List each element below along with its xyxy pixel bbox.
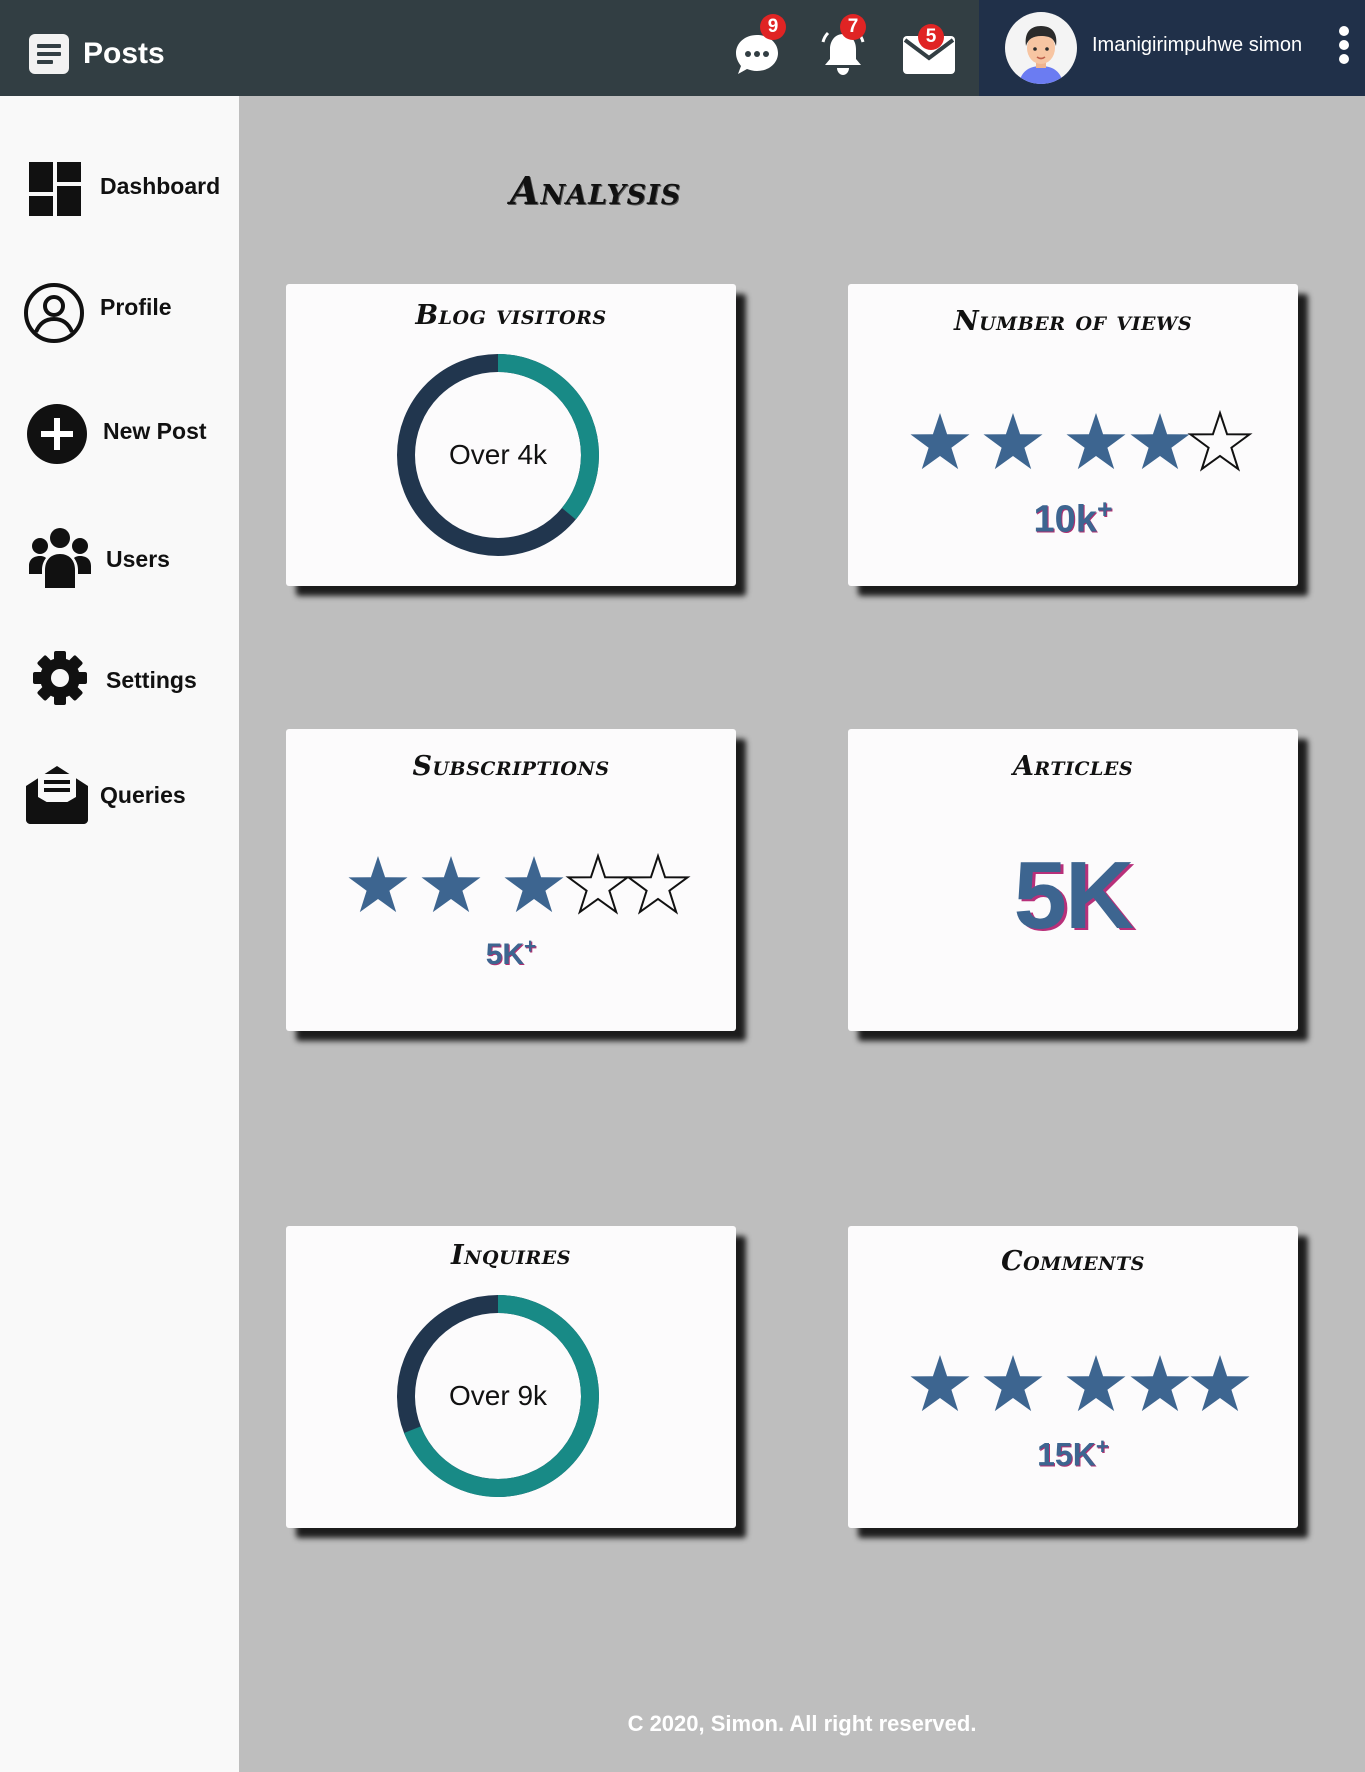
star-filled-icon	[421, 856, 481, 913]
star-empty-icon	[1187, 409, 1253, 472]
card-articles: Articles 5K	[848, 729, 1298, 1031]
progress-ring-arc	[397, 1295, 599, 1497]
sidebar-item-settings[interactable]: Settings	[0, 651, 239, 727]
card-subscriptions: Subscriptions 5K+	[286, 729, 736, 1031]
top-bar: Posts 9 7 5	[0, 0, 1365, 96]
user-menu[interactable]: Imanigirimpuhwe simon	[979, 0, 1365, 96]
card-number-of-views: Number of views 10k+	[848, 284, 1298, 586]
sidebar-item-label: Profile	[100, 294, 172, 320]
card-comments: Comments 15K+	[848, 1226, 1298, 1528]
mail-button[interactable]: 5	[902, 24, 958, 78]
star-filled-icon	[910, 1355, 970, 1412]
footer-text: C 2020, Simon. All right reserved.	[627, 1711, 977, 1736]
progress-ring	[397, 1295, 599, 1497]
sidebar-item-label: Settings	[106, 667, 197, 693]
visitors-value: Over 4k	[448, 439, 548, 470]
star-filled-icon	[1130, 413, 1190, 470]
notifications-badge: 7	[840, 14, 866, 40]
subscriptions-value: 5K+	[485, 935, 537, 971]
envelope-open-icon	[26, 766, 88, 824]
card-inquires: Inquires Over 9k	[286, 1226, 736, 1528]
sidebar-item-new-post[interactable]: New Post	[0, 404, 239, 480]
star-filled-icon	[348, 856, 408, 913]
app-title: Posts	[83, 37, 165, 70]
star-filled-icon	[504, 856, 564, 913]
star-filled-icon	[1130, 1355, 1190, 1412]
mail-badge: 5	[918, 24, 944, 50]
star-filled-icon	[983, 413, 1043, 470]
star-empty-icon	[625, 852, 691, 915]
messages-button[interactable]: 9	[730, 14, 786, 78]
sidebar-item-users[interactable]: Users	[0, 526, 239, 602]
progress-ring-arc	[397, 354, 599, 556]
gear-icon	[33, 651, 87, 705]
card-title: Comments	[1001, 1246, 1145, 1277]
card-title: Number of views	[953, 306, 1193, 337]
card-title: Articles	[1012, 751, 1134, 782]
user-name: Imanigirimpuhwe simon	[1092, 34, 1303, 56]
progress-ring	[397, 354, 599, 556]
mail-icon	[903, 36, 955, 74]
user-circle-icon	[24, 283, 84, 343]
sidebar: Dashboard Profile New Post Users	[0, 96, 239, 1772]
articles-value: 5K	[1013, 842, 1135, 949]
inquires-value: Over 9k	[448, 1380, 548, 1411]
document-icon	[29, 34, 69, 74]
users-icon	[29, 528, 91, 588]
notifications-button[interactable]: 7	[818, 14, 874, 78]
card-title: Inquires	[451, 1240, 571, 1271]
sidebar-item-queries[interactable]: Queries	[0, 762, 239, 838]
star-empty-icon	[565, 852, 631, 915]
sidebar-item-profile[interactable]: Profile	[0, 282, 239, 358]
brand[interactable]: Posts	[29, 34, 165, 74]
plus-circle-icon	[27, 404, 87, 464]
dashboard-icon	[29, 162, 81, 216]
star-rating	[348, 852, 691, 915]
comments-value: 15K+	[1037, 1434, 1109, 1473]
avatar[interactable]	[1005, 12, 1077, 84]
star-filled-icon	[983, 1355, 1043, 1412]
bell-icon	[821, 31, 865, 75]
sidebar-item-label: Dashboard	[100, 173, 221, 199]
star-filled-icon	[1066, 1355, 1126, 1412]
star-filled-icon	[1190, 1355, 1250, 1412]
more-vertical-icon[interactable]	[1337, 26, 1351, 66]
sidebar-item-label: Users	[106, 546, 170, 572]
views-value: 10k+	[1033, 494, 1113, 541]
card-title: Blog visitors	[415, 300, 607, 331]
star-rating	[910, 409, 1253, 472]
sidebar-item-label: Queries	[100, 782, 186, 808]
sidebar-item-dashboard[interactable]: Dashboard	[0, 156, 239, 232]
star-filled-icon	[910, 413, 970, 470]
sidebar-item-label: New Post	[103, 418, 207, 444]
card-blog-visitors: Blog visitors Over 4k	[286, 284, 736, 586]
star-rating	[910, 1355, 1250, 1412]
star-filled-icon	[1066, 413, 1126, 470]
card-title: Subscriptions	[412, 751, 610, 782]
messages-badge: 9	[760, 14, 786, 40]
page-title: Analysis	[510, 168, 682, 213]
chat-bubble-icon	[736, 35, 778, 74]
